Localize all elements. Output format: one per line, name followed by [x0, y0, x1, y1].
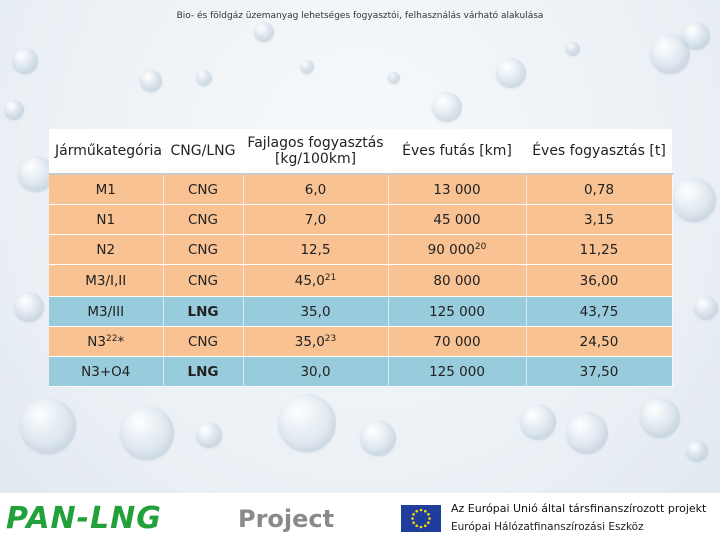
cell-consumption: 12,5	[243, 234, 389, 265]
pan-lng-logo: PAN-LNG	[6, 501, 162, 536]
cell-mileage: 125 000	[388, 356, 527, 387]
bubble-decoration	[4, 100, 24, 120]
cell-consumption: 45,021	[243, 264, 389, 297]
cell-fuel: LNG	[163, 356, 244, 387]
bubble-decoration	[694, 296, 718, 320]
bubble-decoration	[432, 92, 462, 122]
bubble-decoration	[196, 422, 222, 448]
category-suffix: *	[117, 333, 125, 350]
footnote-ref: 22	[106, 333, 118, 344]
cell-category: N2	[49, 234, 164, 265]
cell-fuel: LNG	[163, 296, 244, 327]
fuel-consumption-table: Járműkategória CNG/LNG Fajlagos fogyaszt…	[49, 129, 673, 387]
table-header-row: Járműkategória CNG/LNG Fajlagos fogyaszt…	[49, 129, 672, 175]
table-row: N3+O4 LNG 30,0 125 000 37,50	[49, 356, 673, 387]
bubble-decoration	[254, 22, 274, 42]
footnote-ref: 20	[474, 241, 487, 252]
bubble-decoration	[300, 60, 314, 74]
table-row: M3/III LNG 35,0 125 000 43,75	[49, 296, 673, 327]
cell-annual: 11,25	[526, 234, 673, 265]
cell-fuel: CNG	[163, 326, 244, 357]
cell-consumption: 35,023	[243, 326, 389, 357]
cell-mileage: 70 000	[388, 326, 527, 357]
category-value: N3	[87, 333, 106, 350]
cell-category: M1	[49, 174, 164, 205]
header-fuel-type: CNG/LNG	[163, 129, 243, 175]
cell-mileage: 80 000	[388, 264, 527, 297]
bubble-decoration	[682, 22, 710, 50]
bubble-decoration	[520, 404, 556, 440]
bubble-decoration	[388, 72, 400, 84]
cell-category: N1	[49, 204, 164, 235]
header-vehicle-category: Járműkategória	[49, 129, 163, 175]
header-annual-consumption: Éves fogyasztás [t]	[526, 129, 672, 175]
bubble-decoration	[12, 48, 38, 74]
bubble-decoration	[278, 394, 336, 452]
bubble-decoration	[14, 292, 44, 322]
cell-category: N322*	[49, 326, 164, 357]
cell-mileage: 13 000	[388, 174, 527, 205]
eu-cef-text: Európai Hálózatfinanszírozási Eszköz	[451, 521, 644, 533]
cell-fuel: CNG	[163, 204, 244, 235]
cell-fuel: CNG	[163, 174, 244, 205]
bubble-decoration	[566, 412, 608, 454]
consumption-value: 45,0	[294, 272, 325, 289]
header-line: Fajlagos fogyasztás	[247, 135, 384, 151]
table-row: M3/I,II CNG 45,021 80 000 36,00	[49, 264, 673, 297]
footnote-ref: 21	[324, 272, 337, 283]
eu-flag-icon	[401, 505, 441, 532]
cell-consumption: 35,0	[243, 296, 389, 327]
cell-category: M3/I,II	[49, 264, 164, 297]
header-annual-mileage: Éves futás [km]	[388, 129, 526, 175]
bubble-decoration	[686, 440, 708, 462]
bubble-decoration	[566, 42, 580, 56]
mileage-value: 90 000	[427, 241, 475, 258]
footnote-ref: 23	[324, 333, 337, 344]
cell-annual: 36,00	[526, 264, 673, 297]
table-row: N1 CNG 7,0 45 000 3,15	[49, 204, 673, 235]
cell-annual: 37,50	[526, 356, 673, 387]
bubble-decoration	[640, 398, 680, 438]
cell-mileage: 45 000	[388, 204, 527, 235]
cell-annual: 0,78	[526, 174, 673, 205]
cell-mileage: 125 000	[388, 296, 527, 327]
cell-fuel: CNG	[163, 234, 244, 265]
bubble-decoration	[120, 406, 174, 460]
table-row: N322* CNG 35,023 70 000 24,50	[49, 326, 673, 357]
page-title: Bio- és földgáz üzemanyag lehetséges fog…	[176, 11, 544, 21]
cell-mileage: 90 00020	[388, 234, 527, 265]
header-line: [kg/100km]	[274, 151, 357, 167]
cell-category: M3/III	[49, 296, 164, 327]
cell-consumption: 7,0	[243, 204, 389, 235]
logo-project-text: Project	[238, 505, 335, 533]
cell-category: N3+O4	[49, 356, 164, 387]
bubble-decoration	[360, 420, 396, 456]
footer-bar: PAN-LNG Project Az Európai Unió által tá…	[0, 493, 720, 540]
logo-text: PAN-LNG	[6, 501, 162, 536]
bubble-decoration	[20, 398, 76, 454]
cell-annual: 3,15	[526, 204, 673, 235]
table-row: N2 CNG 12,5 90 00020 11,25	[49, 234, 673, 265]
cell-consumption: 30,0	[243, 356, 389, 387]
consumption-value: 35,0	[294, 333, 325, 350]
cell-annual: 43,75	[526, 296, 673, 327]
bubble-decoration	[496, 58, 526, 88]
bubble-decoration	[140, 70, 162, 92]
eu-cofinanced-text: Az Európai Unió által társfinanszírozott…	[451, 502, 707, 515]
table-row: M1 CNG 6,0 13 000 0,78	[49, 174, 673, 205]
bubble-decoration	[196, 70, 212, 86]
cell-consumption: 6,0	[243, 174, 389, 205]
bubble-decoration	[18, 156, 54, 192]
bubble-decoration	[672, 178, 716, 222]
cell-annual: 24,50	[526, 326, 673, 357]
cell-fuel: CNG	[163, 264, 244, 297]
header-specific-consumption: Fajlagos fogyasztás [kg/100km]	[243, 129, 388, 175]
